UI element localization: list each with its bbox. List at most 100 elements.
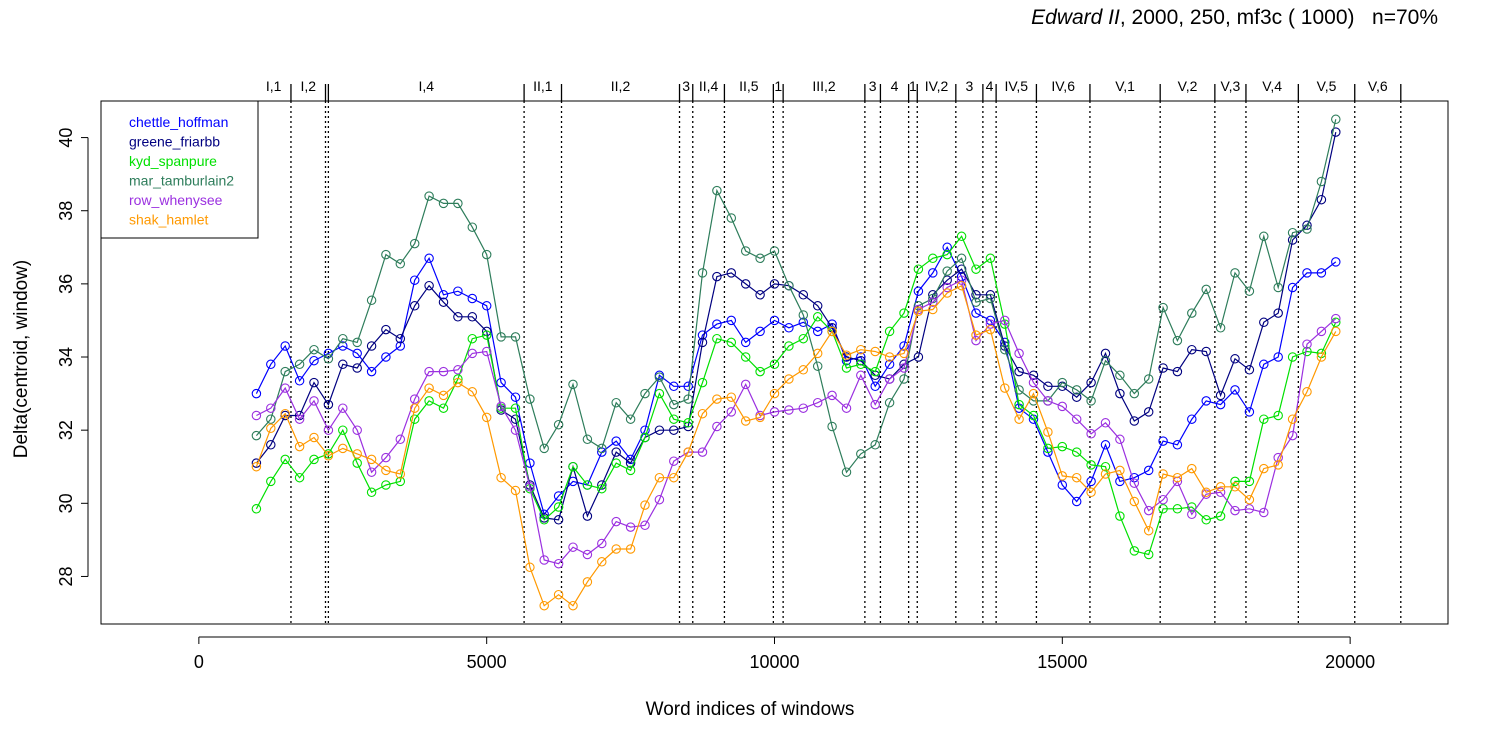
data-point	[1028, 410, 1039, 421]
data-point	[453, 198, 463, 209]
data-point	[1143, 549, 1154, 560]
y-tick-label: 40	[56, 128, 76, 148]
data-point	[1043, 443, 1053, 454]
data-point	[812, 361, 823, 371]
data-point	[251, 458, 262, 468]
data-point	[251, 388, 262, 399]
data-point	[769, 388, 780, 399]
data-point	[1158, 363, 1168, 373]
data-point	[1215, 487, 1226, 498]
data-point	[1187, 308, 1197, 318]
data-point	[266, 359, 276, 370]
data-point	[510, 414, 521, 424]
data-point	[712, 333, 722, 344]
data-point	[985, 253, 996, 264]
data-point	[669, 456, 679, 466]
data-point	[928, 253, 938, 264]
data-point	[1086, 396, 1096, 406]
data-point	[1172, 440, 1183, 450]
data-point	[669, 414, 679, 424]
data-point	[913, 286, 924, 296]
data-point	[1129, 388, 1140, 399]
data-point	[884, 397, 895, 408]
data-point	[697, 408, 708, 419]
data-point	[1115, 511, 1125, 521]
data-point	[568, 600, 578, 611]
data-point	[467, 222, 478, 232]
scene-label: II,5	[739, 78, 759, 94]
data-point	[870, 366, 880, 377]
axes: 0 5000 10000 15000 20000 28 30 32 34 36 38 40	[56, 128, 1375, 672]
data-point	[539, 600, 549, 611]
data-point	[956, 253, 967, 264]
data-point	[1071, 496, 1082, 507]
data-point	[352, 337, 362, 348]
data-point	[784, 341, 794, 351]
data-point	[1172, 335, 1183, 346]
data-point	[1316, 194, 1327, 205]
data-point	[942, 242, 952, 253]
data-point	[395, 434, 406, 445]
data-point	[1071, 472, 1082, 483]
data-point	[424, 280, 434, 291]
data-point	[697, 337, 708, 348]
data-point	[1187, 414, 1197, 424]
data-point	[338, 425, 348, 435]
data-point	[553, 515, 564, 525]
data-point	[1187, 509, 1197, 520]
data-point	[1043, 381, 1053, 392]
data-point	[884, 326, 895, 337]
data-point	[1129, 416, 1140, 426]
data-point	[510, 425, 521, 435]
scene-label: II,4	[699, 78, 719, 94]
scene-label: V,2	[1178, 78, 1198, 94]
data-point	[1230, 385, 1240, 395]
data-point	[913, 352, 924, 362]
data-point	[352, 458, 362, 468]
series-line	[255, 131, 1337, 521]
data-point	[1000, 344, 1010, 355]
data-point	[812, 326, 823, 337]
y-tick-label: 30	[56, 493, 76, 513]
data-point	[582, 549, 593, 560]
scene-label: 3	[965, 78, 973, 94]
legend-entry: mar_tamburlain2	[129, 173, 234, 189]
data-point	[726, 392, 737, 402]
data-point	[798, 310, 809, 320]
scene-label: I,1	[266, 78, 282, 94]
data-point	[395, 469, 406, 479]
scene-label: 4	[891, 78, 899, 94]
data-point	[1071, 392, 1082, 402]
data-point	[784, 405, 794, 415]
data-point	[726, 407, 737, 417]
data-point	[611, 516, 621, 527]
data-point	[1331, 114, 1341, 125]
data-point	[740, 379, 751, 390]
data-point	[597, 557, 607, 567]
data-point	[1014, 366, 1024, 377]
data-point	[712, 271, 722, 282]
series-line	[255, 119, 1337, 474]
data-point	[985, 293, 996, 304]
data-point	[1057, 480, 1068, 490]
data-point	[496, 332, 506, 342]
series-line	[255, 246, 1337, 516]
data-point	[884, 359, 895, 370]
data-point	[1187, 344, 1197, 355]
x-tick-label: 5000	[467, 652, 507, 672]
scene-label: V,4	[1262, 78, 1282, 94]
data-point	[1244, 365, 1255, 375]
data-point	[784, 374, 794, 384]
data-point	[539, 515, 549, 525]
series-lines	[251, 114, 1341, 611]
y-tick-label: 36	[56, 274, 76, 294]
y-tick-label: 38	[56, 201, 76, 221]
data-point	[453, 377, 463, 388]
data-point	[1057, 401, 1068, 412]
data-point	[669, 472, 679, 483]
data-point	[1115, 388, 1125, 399]
data-point	[381, 324, 391, 335]
data-point	[669, 399, 679, 410]
data-point	[971, 335, 981, 346]
data-point	[1129, 478, 1140, 488]
